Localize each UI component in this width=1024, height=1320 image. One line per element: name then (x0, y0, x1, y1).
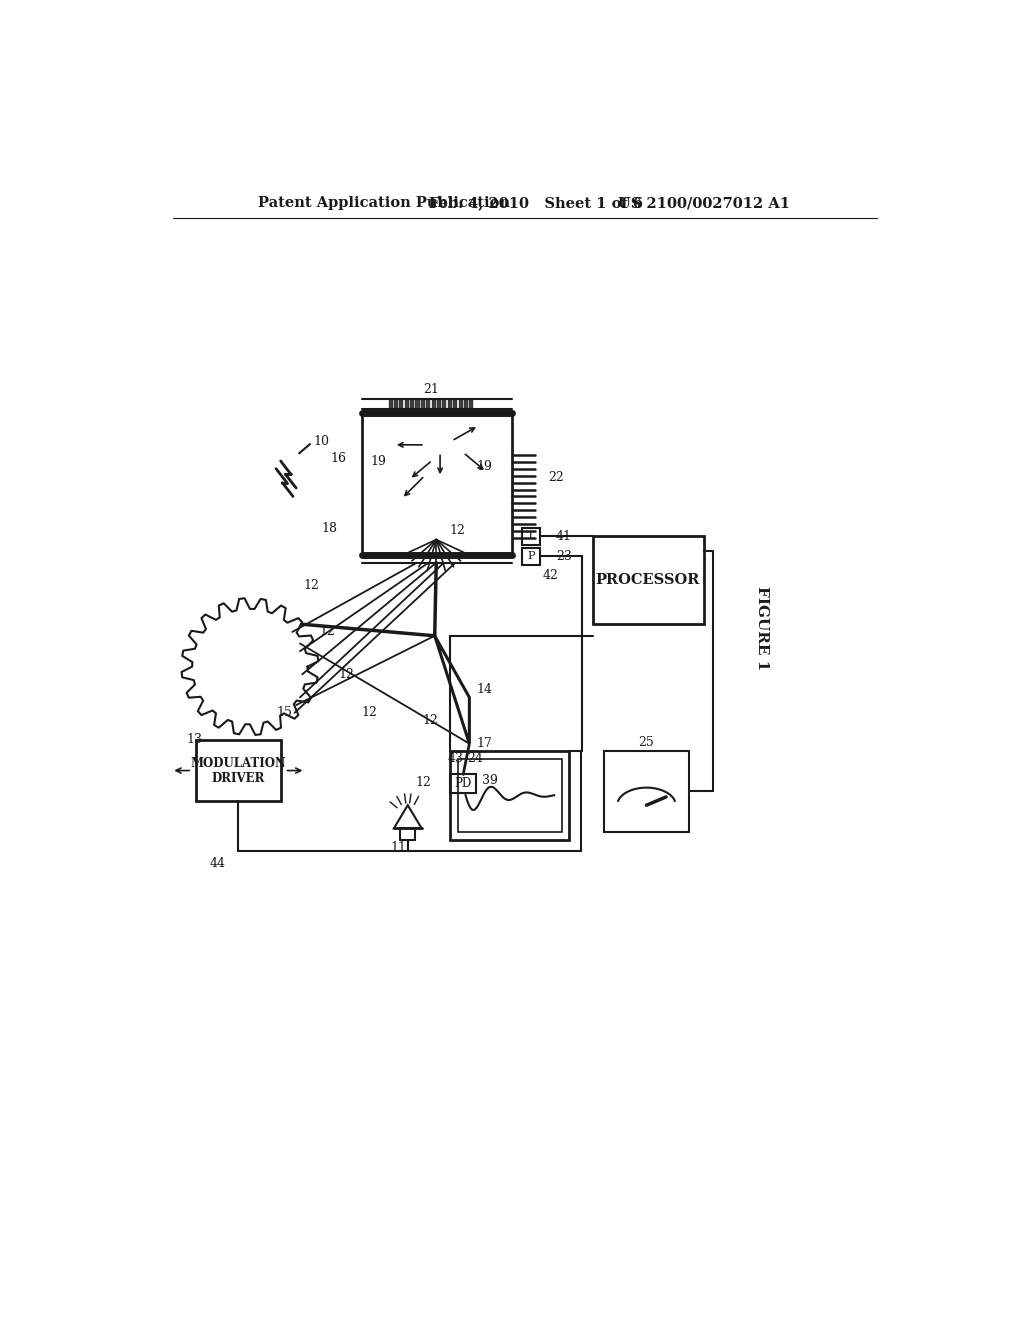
Text: 43: 43 (447, 752, 464, 766)
Text: 12: 12 (415, 776, 431, 788)
Text: 16: 16 (331, 453, 346, 465)
Text: 10: 10 (313, 436, 329, 449)
Text: 15: 15 (276, 706, 293, 719)
Text: PD: PD (455, 777, 472, 791)
Bar (458, 759, 562, 832)
Text: 11: 11 (390, 841, 407, 854)
Text: 17: 17 (477, 737, 493, 750)
Bar (196, 739, 281, 801)
Text: 12: 12 (318, 626, 335, 639)
Text: 18: 18 (322, 521, 337, 535)
Text: 24: 24 (468, 752, 483, 766)
Bar (593, 536, 705, 624)
Bar (400, 829, 416, 840)
Text: P: P (527, 552, 535, 561)
Text: 12: 12 (450, 524, 466, 537)
Text: 14: 14 (477, 684, 493, 696)
Bar (521, 528, 541, 545)
Text: 22: 22 (549, 471, 564, 484)
Text: US 2100/0027012 A1: US 2100/0027012 A1 (617, 197, 790, 210)
Text: 12: 12 (361, 706, 377, 719)
Text: 12: 12 (303, 579, 319, 593)
Text: 39: 39 (482, 774, 498, 787)
Bar (451, 775, 476, 793)
Text: 41: 41 (556, 529, 572, 543)
Text: 13: 13 (186, 733, 203, 746)
Text: 23: 23 (556, 550, 572, 564)
Text: Patent Application Publication: Patent Application Publication (258, 197, 510, 210)
Text: MODULATION
DRIVER: MODULATION DRIVER (190, 756, 287, 784)
Text: 12: 12 (423, 714, 439, 727)
Text: 42: 42 (543, 569, 559, 582)
Bar (521, 548, 541, 565)
Text: Feb. 4, 2010   Sheet 1 of 6: Feb. 4, 2010 Sheet 1 of 6 (429, 197, 643, 210)
Text: 12: 12 (338, 668, 354, 681)
Bar (451, 751, 569, 840)
Text: PROCESSOR: PROCESSOR (596, 573, 700, 586)
Text: FIGURE 1: FIGURE 1 (755, 586, 769, 671)
Bar (361, 412, 512, 554)
Bar (604, 751, 689, 832)
Text: T: T (527, 532, 535, 541)
Text: 25: 25 (639, 735, 654, 748)
Text: 44: 44 (210, 857, 225, 870)
Text: 19: 19 (371, 455, 386, 469)
Text: 21: 21 (423, 383, 439, 396)
Text: 19: 19 (476, 459, 492, 473)
